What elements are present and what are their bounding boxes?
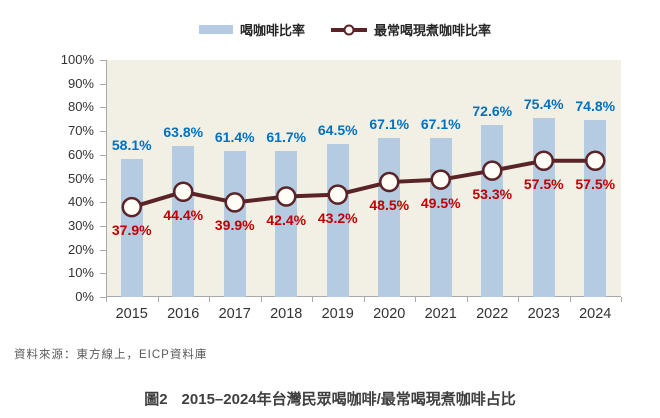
line-marker-2019 [327,184,348,205]
legend-item-line-series: 最常喝現煮咖啡比率 [331,20,491,39]
x-axis-label: 2020 [373,306,406,322]
y-axis-label: 60% [67,146,94,162]
y-axis-tick [100,60,106,61]
y-axis-tick [100,154,106,156]
x-axis-tick [157,297,159,302]
chart-legend: 喝咖啡比率 最常喝現煮咖啡比率 [15,20,660,39]
y-axis-label: 80% [67,99,94,115]
legend-item-bar-series: 喝咖啡比率 [198,20,305,39]
x-axis-label: 2023 [527,306,560,322]
line-value-label: 43.2% [317,209,358,226]
bar-value-label: 61.4% [214,129,255,146]
line-marker-2023 [533,150,554,171]
bar-value-label: 61.7% [266,128,307,145]
y-axis-label: 10% [67,265,94,281]
y-axis-tick [100,178,106,180]
bar-value-label: 64.5% [317,122,358,139]
y-axis-tick [100,225,106,227]
bar-series-swatch [198,25,233,34]
y-axis-label: 40% [67,194,94,210]
figure-caption-text: 2015–2024年台灣民眾喝咖啡/最常喝現煮咖啡占比 [181,391,516,408]
x-axis-tick [518,297,519,302]
line-marker-2024 [585,150,606,171]
y-axis-tick [100,83,106,85]
bar-value-label: 67.1% [420,115,461,132]
bar-series-label: 喝咖啡比率 [239,23,305,38]
y-axis-tick [100,249,106,251]
bar-2017 [223,151,246,297]
x-axis-label: 2022 [476,306,509,322]
x-axis-tick [621,297,622,302]
y-axis-label: 100% [60,52,94,67]
x-axis-label: 2019 [321,306,354,322]
bar-2015 [120,159,143,297]
y-axis-tick [100,273,106,275]
y-axis-label: 20% [67,241,94,257]
figure-caption-label: 圖2 [144,391,168,408]
line-value-label: 57.5% [523,175,564,192]
line-value-label: 49.5% [420,194,461,211]
y-axis-label: 70% [67,123,94,139]
line-value-label: 57.5% [575,175,616,192]
line-marker-2017 [224,192,245,213]
x-axis-tick [312,297,313,302]
x-axis-tick [106,297,107,302]
x-axis-tick [569,297,571,302]
line-marker-2018 [276,186,297,207]
line-value-label: 48.5% [369,197,410,214]
line-path [131,158,596,210]
y-axis-label: 30% [67,217,94,233]
x-axis-tick [466,297,468,302]
bar-2019 [326,144,349,297]
line-series [121,150,606,218]
line-value-label: 53.3% [472,185,513,202]
line-value-label: 42.4% [266,211,307,228]
y-axis-label: 90% [67,75,94,91]
x-axis-label: 2015 [115,306,148,322]
bar-value-label: 63.8% [163,123,204,140]
bar-2018 [275,150,298,297]
line-marker-2020 [379,171,400,193]
bar-value-label: 74.8% [575,97,616,114]
line-value-label: 44.4% [163,206,204,223]
line-marker-2016 [173,181,194,203]
x-axis-label: 2024 [579,306,612,322]
x-axis-label: 2021 [424,306,457,322]
figure-caption: 圖2 2015–2024年台灣民眾喝咖啡/最常喝現煮咖啡占比 [0,388,660,409]
x-axis-tick [415,297,416,302]
x-axis-label: 2016 [167,306,200,322]
bar-value-label: 72.6% [472,102,513,119]
line-marker-2022 [482,160,503,181]
y-axis-tick [100,202,106,204]
x-axis-tick [209,297,210,302]
line-value-label: 37.9% [111,222,152,239]
line-value-label: 39.9% [214,217,255,234]
bar-value-label: 75.4% [523,96,564,113]
bar-value-label: 58.1% [111,137,152,154]
bar-value-label: 67.1% [369,115,410,132]
y-axis-label: 50% [67,170,94,186]
y-axis-tick [100,131,106,133]
line-marker-2015 [121,196,142,218]
x-axis-label: 2018 [270,306,303,322]
y-axis-label: 0% [75,289,94,304]
x-axis-label: 2017 [218,306,251,322]
line-marker-swatch-icon [343,24,355,35]
line-series-label: 最常喝現煮咖啡比率 [374,23,492,38]
x-axis-tick [363,297,365,302]
y-axis-tick [100,107,106,109]
y-axis-tick [100,297,106,298]
x-axis-tick [260,297,262,302]
line-marker-2021 [430,169,451,190]
source-note: 資料來源：東方線上，EICP資料庫 [14,349,208,361]
line-series-swatch [331,24,367,35]
